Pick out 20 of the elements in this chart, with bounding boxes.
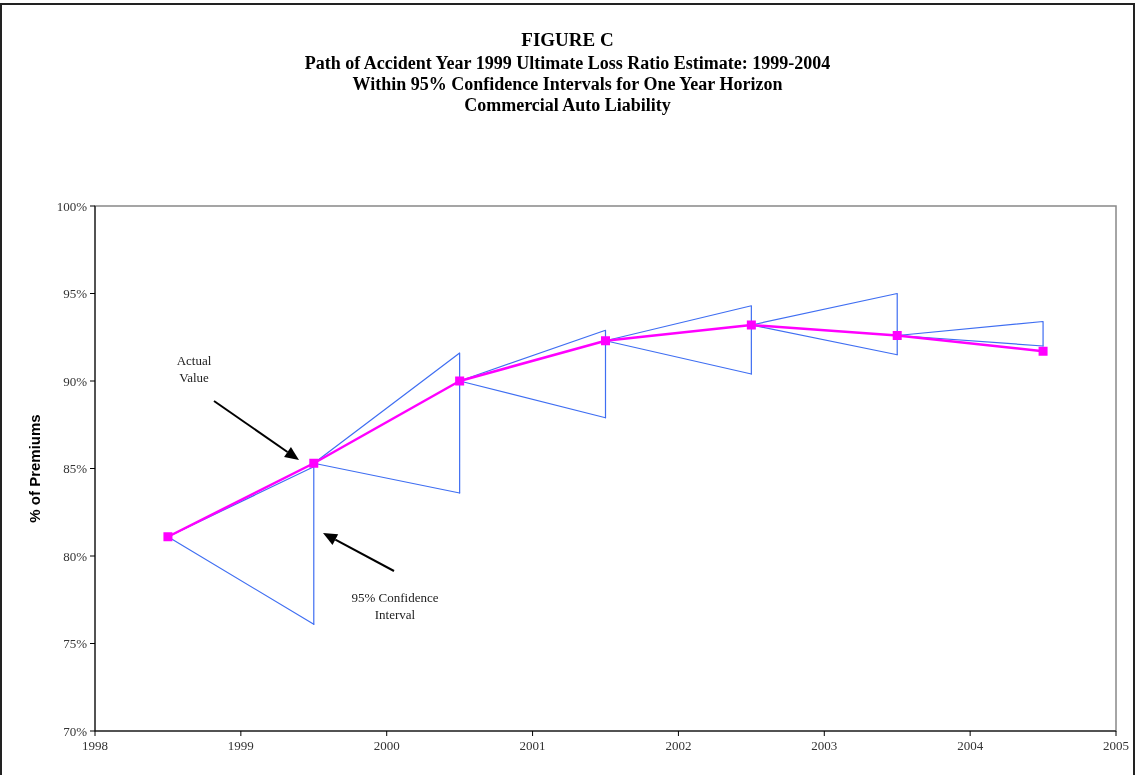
y-tick-label: 90% bbox=[63, 373, 88, 389]
x-tick-label: 2005 bbox=[1103, 738, 1129, 753]
y-tick-label: 70% bbox=[63, 723, 88, 739]
chart-title: FIGURE C bbox=[521, 29, 614, 50]
x-tick-label: 2004 bbox=[957, 738, 984, 753]
x-tick-label: 2003 bbox=[811, 738, 838, 753]
annotation: Actual Value bbox=[176, 353, 212, 385]
y-tick-label: 100% bbox=[56, 198, 88, 214]
y-axis-title: % of Premiums bbox=[26, 414, 43, 523]
annotation: 95% Confidence Interval bbox=[351, 590, 439, 622]
x-tick-label: 1998 bbox=[82, 738, 108, 753]
x-tick-label: 2002 bbox=[665, 738, 692, 753]
y-tick-label: 95% bbox=[63, 286, 88, 302]
x-tick-label: 2001 bbox=[519, 738, 546, 753]
y-tick-label: 85% bbox=[63, 461, 88, 477]
y-tick-label: 80% bbox=[63, 548, 88, 564]
chart-subtitle: Path of Accident Year 1999 Ultimate Loss Ratio Estimate: 1999-2004 Within 95% Confidence Intervals for One Year Horizon Commercial Auto Liability bbox=[304, 53, 831, 115]
y-tick-label: 75% bbox=[63, 636, 88, 652]
x-tick-label: 1999 bbox=[227, 738, 254, 753]
x-tick-label: 2000 bbox=[373, 738, 400, 753]
